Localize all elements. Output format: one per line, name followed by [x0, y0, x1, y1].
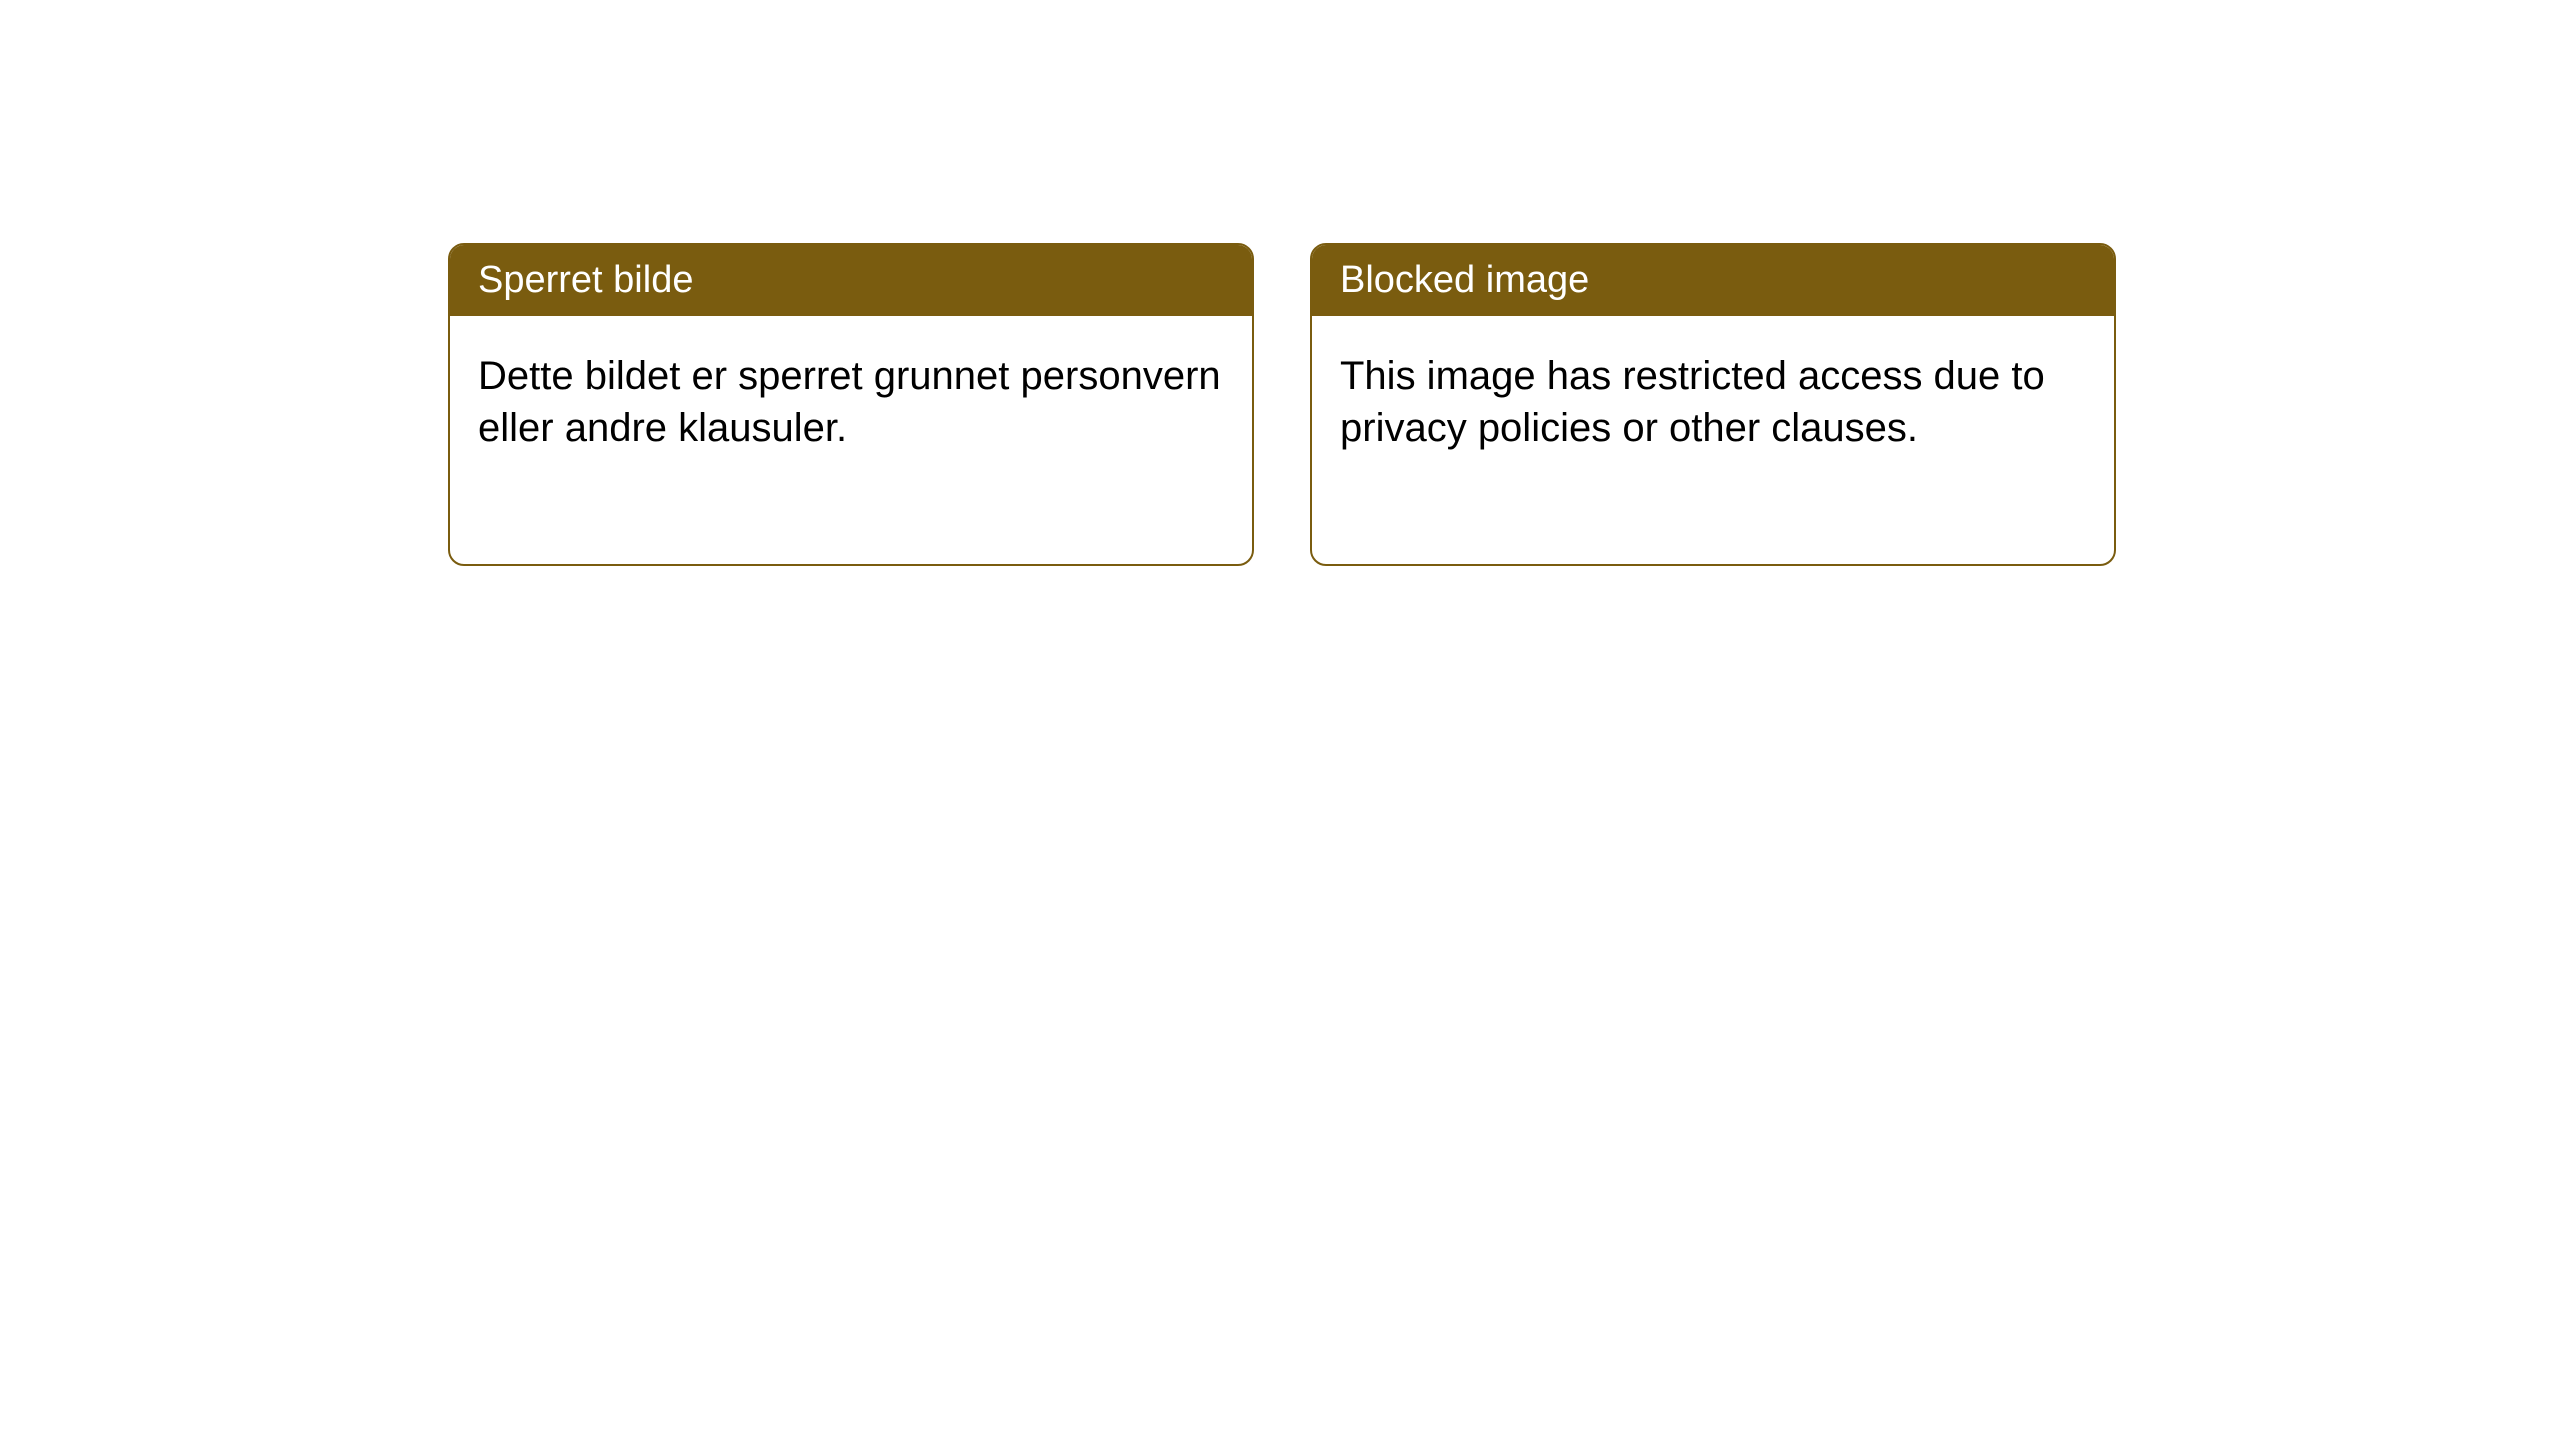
card-header-text: Sperret bilde: [478, 259, 693, 301]
card-body: This image has restricted access due to …: [1312, 316, 2114, 564]
notice-card-english: Blocked image This image has restricted …: [1310, 243, 2116, 566]
notice-cards-container: Sperret bilde Dette bildet er sperret gr…: [448, 243, 2560, 566]
card-header: Blocked image: [1312, 245, 2114, 316]
card-body: Dette bildet er sperret grunnet personve…: [450, 316, 1252, 564]
card-header-text: Blocked image: [1340, 259, 1589, 301]
card-body-text: Dette bildet er sperret grunnet personve…: [478, 354, 1221, 450]
notice-card-norwegian: Sperret bilde Dette bildet er sperret gr…: [448, 243, 1254, 566]
card-body-text: This image has restricted access due to …: [1340, 354, 2045, 450]
card-header: Sperret bilde: [450, 245, 1252, 316]
